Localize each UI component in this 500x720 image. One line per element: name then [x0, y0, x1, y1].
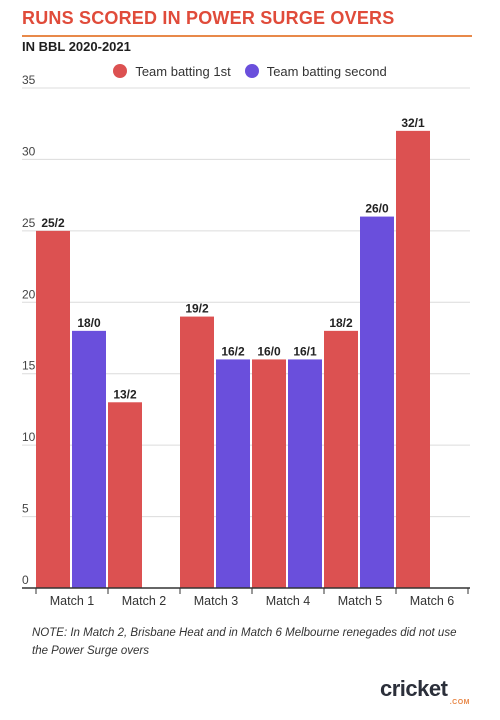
data-label: 16/0: [257, 344, 281, 358]
data-label: 13/2: [113, 387, 137, 401]
legend-label-first: Team batting 1st: [135, 63, 231, 79]
legend-item-second: Team batting second: [244, 63, 387, 79]
bar: [72, 330, 106, 588]
y-tick-label: 0: [22, 573, 29, 587]
logo-suffix: .COM: [449, 699, 470, 706]
logo-word: cricket: [380, 676, 448, 701]
chart-title: RUNS SCORED IN POWER SURGE OVERS: [22, 8, 395, 28]
legend-item-first: Team batting 1st: [113, 63, 231, 79]
legend-dot-second: [244, 64, 259, 78]
y-tick-label: 15: [22, 359, 36, 373]
bar-chart: 0 5 10 15 20 25 30 35 25/2 18/0 13/2 19/2 16/2 16/0 16…: [22, 73, 470, 608]
legend-dot-first: [113, 64, 128, 78]
bar: [180, 316, 214, 588]
data-label: 19/2: [185, 302, 209, 316]
y-tick-label: 10: [22, 430, 36, 444]
bar: [252, 359, 286, 588]
x-tick-label: Match 4: [266, 594, 311, 608]
bar: [396, 130, 430, 588]
y-tick-label: 25: [22, 216, 36, 230]
x-tick-label: Match 5: [338, 594, 383, 608]
y-tick-label: 5: [22, 502, 29, 516]
data-label: 26/0: [365, 202, 389, 216]
data-label: 25/2: [41, 216, 65, 230]
data-label: 18/0: [77, 316, 101, 330]
data-label: 16/2: [221, 344, 245, 358]
x-tick-label: Match 6: [410, 594, 455, 608]
bar: [288, 359, 322, 588]
x-tick-label: Match 3: [194, 594, 239, 608]
y-tick-label: 30: [22, 144, 36, 158]
bar: [324, 330, 358, 588]
chart-subtitle: IN BBL 2020-2021: [22, 39, 131, 54]
title-divider: [22, 35, 472, 37]
data-label: 16/1: [293, 344, 317, 358]
chart-note: NOTE: In Match 2, Brisbane Heat and in M…: [32, 627, 457, 657]
cricket-com-logo: cricket .COM: [380, 676, 472, 710]
x-tick-label: Match 1: [50, 594, 95, 608]
bar: [216, 359, 250, 588]
bar: [36, 230, 70, 588]
y-tick-label: 35: [22, 73, 36, 87]
data-label: 18/2: [329, 316, 353, 330]
legend-label-second: Team batting second: [266, 63, 387, 79]
bar: [360, 216, 394, 589]
y-tick-label: 20: [22, 287, 36, 301]
x-tick-label: Match 2: [122, 594, 167, 608]
data-label: 32/1: [401, 116, 425, 130]
legend: Team batting 1st Team batting second: [0, 60, 500, 82]
bar: [108, 402, 142, 588]
